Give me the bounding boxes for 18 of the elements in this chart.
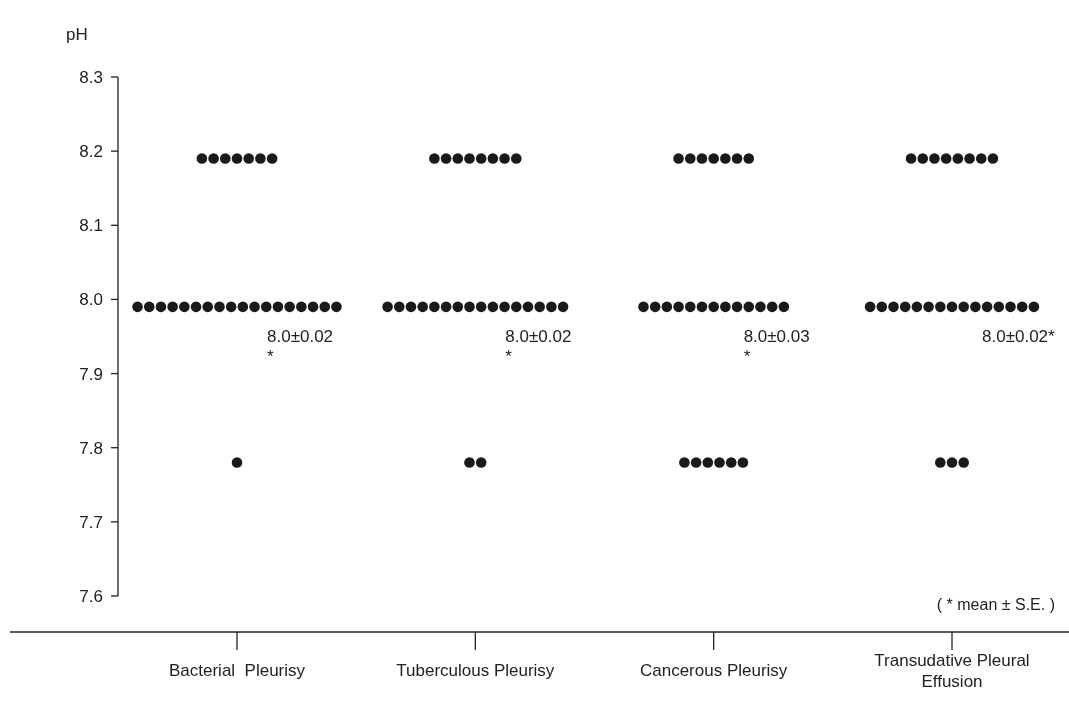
y-axis-title: pH [66,25,88,44]
x-tick-label: Tuberculous Pleurisy [396,661,555,680]
x-tick-label: Cancerous Pleurisy [639,661,788,680]
annotation: 8.0±0.03 * [743,327,810,366]
y-tick-label: 8.3 [79,67,103,87]
y-tick-label: 7.7 [79,512,103,532]
y-tick-label: 7.6 [79,586,103,606]
annotation: ( * mean ± S.E. ) [936,596,1055,613]
x-tick-label: Transudative Pleural Effusion [874,651,1030,691]
x-tick-label: Bacterial Pleurisy [168,661,306,680]
y-tick-label: 7.9 [79,364,103,384]
y-tick-label: 8.0 [79,290,103,310]
y-tick-label: 8.2 [79,142,103,162]
y-tick-label: 8.1 [79,216,103,236]
y-tick-label: 7.8 [79,438,103,458]
annotation: 8.0±0.02 * [267,327,334,366]
annotation: 8.0±0.02 * [505,327,572,366]
annotation: 8.0±0.02* [982,327,1056,346]
